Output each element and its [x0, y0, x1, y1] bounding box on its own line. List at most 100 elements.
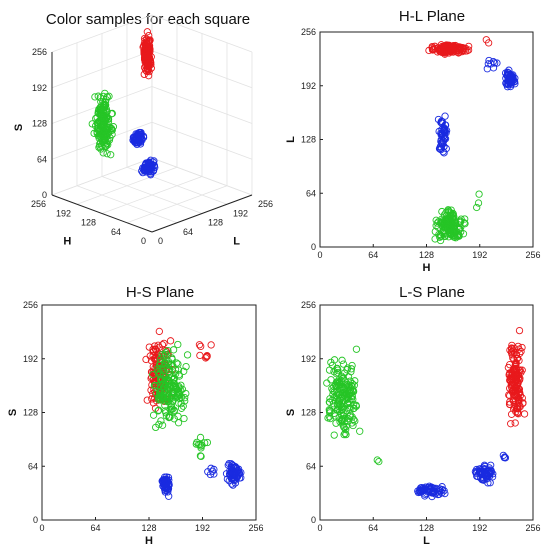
blue-point — [136, 137, 144, 145]
grid-line — [51, 50, 153, 89]
y-axis-label: S — [7, 409, 19, 416]
blue-point — [229, 474, 237, 482]
green-point — [197, 452, 205, 461]
grid-line — [51, 14, 153, 53]
green-point — [438, 207, 446, 216]
green-point — [167, 405, 176, 413]
green-point — [96, 139, 105, 147]
green-point — [88, 120, 96, 128]
green-point — [180, 367, 188, 375]
green-point — [182, 389, 190, 398]
green-point — [336, 418, 344, 426]
grid-line — [151, 50, 253, 89]
green-point — [168, 354, 176, 362]
green-point — [155, 389, 164, 397]
green-point — [158, 421, 167, 429]
blue-point — [161, 483, 170, 492]
x-tick-label: 192 — [195, 523, 210, 533]
green-point — [149, 411, 158, 419]
red-point — [506, 374, 515, 382]
green-point — [105, 92, 113, 100]
blue-point — [487, 466, 495, 475]
red-point — [455, 48, 464, 56]
grid-line — [51, 157, 153, 196]
green-point — [437, 232, 445, 240]
blue-point — [487, 461, 495, 469]
red-point — [513, 354, 522, 362]
green-point — [94, 92, 102, 100]
x-tick-label: 0 — [317, 250, 322, 260]
green-point — [174, 366, 183, 374]
green-point — [164, 359, 172, 367]
green-point — [331, 412, 339, 420]
green-point — [183, 351, 192, 359]
red-point — [195, 341, 204, 349]
blue-point — [207, 464, 215, 472]
green-point — [158, 350, 166, 359]
h-axis — [51, 194, 153, 233]
red-point — [155, 343, 163, 351]
green-point — [332, 391, 341, 400]
green-point — [448, 210, 457, 219]
green-point — [327, 358, 335, 367]
green-point — [340, 409, 348, 417]
green-point — [340, 430, 348, 439]
grid-line — [151, 157, 253, 196]
red-point — [143, 45, 151, 53]
red-point — [515, 390, 523, 398]
l-axis — [151, 194, 253, 233]
blue-point — [165, 492, 173, 500]
l-tick-label: 128 — [208, 218, 223, 228]
blue-point — [437, 145, 445, 154]
green-point — [94, 119, 102, 128]
blue-point — [434, 490, 442, 499]
green-point — [194, 440, 203, 449]
green-point — [341, 377, 349, 385]
l-tick-label: 256 — [258, 199, 273, 209]
green-point — [103, 150, 111, 158]
green-point — [167, 401, 175, 409]
blue-point — [419, 487, 427, 495]
blue-point — [509, 76, 518, 84]
blue-point — [227, 463, 235, 471]
blue-point — [441, 112, 449, 120]
green-point — [347, 381, 356, 390]
green-point — [169, 375, 177, 384]
green-point — [161, 388, 169, 396]
blue-point — [437, 136, 445, 144]
green-point — [338, 356, 346, 364]
red-point — [514, 398, 522, 406]
y-tick-label: 192 — [301, 354, 316, 364]
green-point — [346, 411, 355, 419]
green-point — [153, 365, 161, 373]
blue-point — [438, 483, 446, 491]
h-axis-label: H — [63, 235, 71, 247]
red-point — [143, 396, 151, 404]
green-point — [347, 368, 355, 376]
y-tick-label: 128 — [301, 135, 316, 145]
red-point — [144, 72, 153, 80]
red-point — [152, 357, 160, 365]
green-point — [151, 381, 159, 390]
blue-point — [489, 58, 497, 66]
s-tick-label: 256 — [32, 47, 47, 57]
green-point — [325, 366, 334, 374]
green-point — [99, 92, 108, 101]
green-point — [347, 365, 356, 373]
green-point — [157, 417, 165, 425]
green-point — [170, 383, 178, 391]
s-tick-label: 192 — [32, 83, 47, 93]
red-point — [203, 352, 211, 360]
green-point — [323, 379, 331, 387]
green-point — [443, 216, 451, 224]
red-point — [431, 42, 439, 50]
green-point — [461, 215, 469, 223]
green-point — [173, 359, 181, 367]
red-point — [155, 327, 163, 336]
y-tick-label: 192 — [301, 81, 316, 91]
y-tick-label: 128 — [23, 408, 38, 418]
green-point — [100, 101, 108, 109]
green-point — [332, 419, 340, 427]
blue-point — [225, 459, 233, 468]
